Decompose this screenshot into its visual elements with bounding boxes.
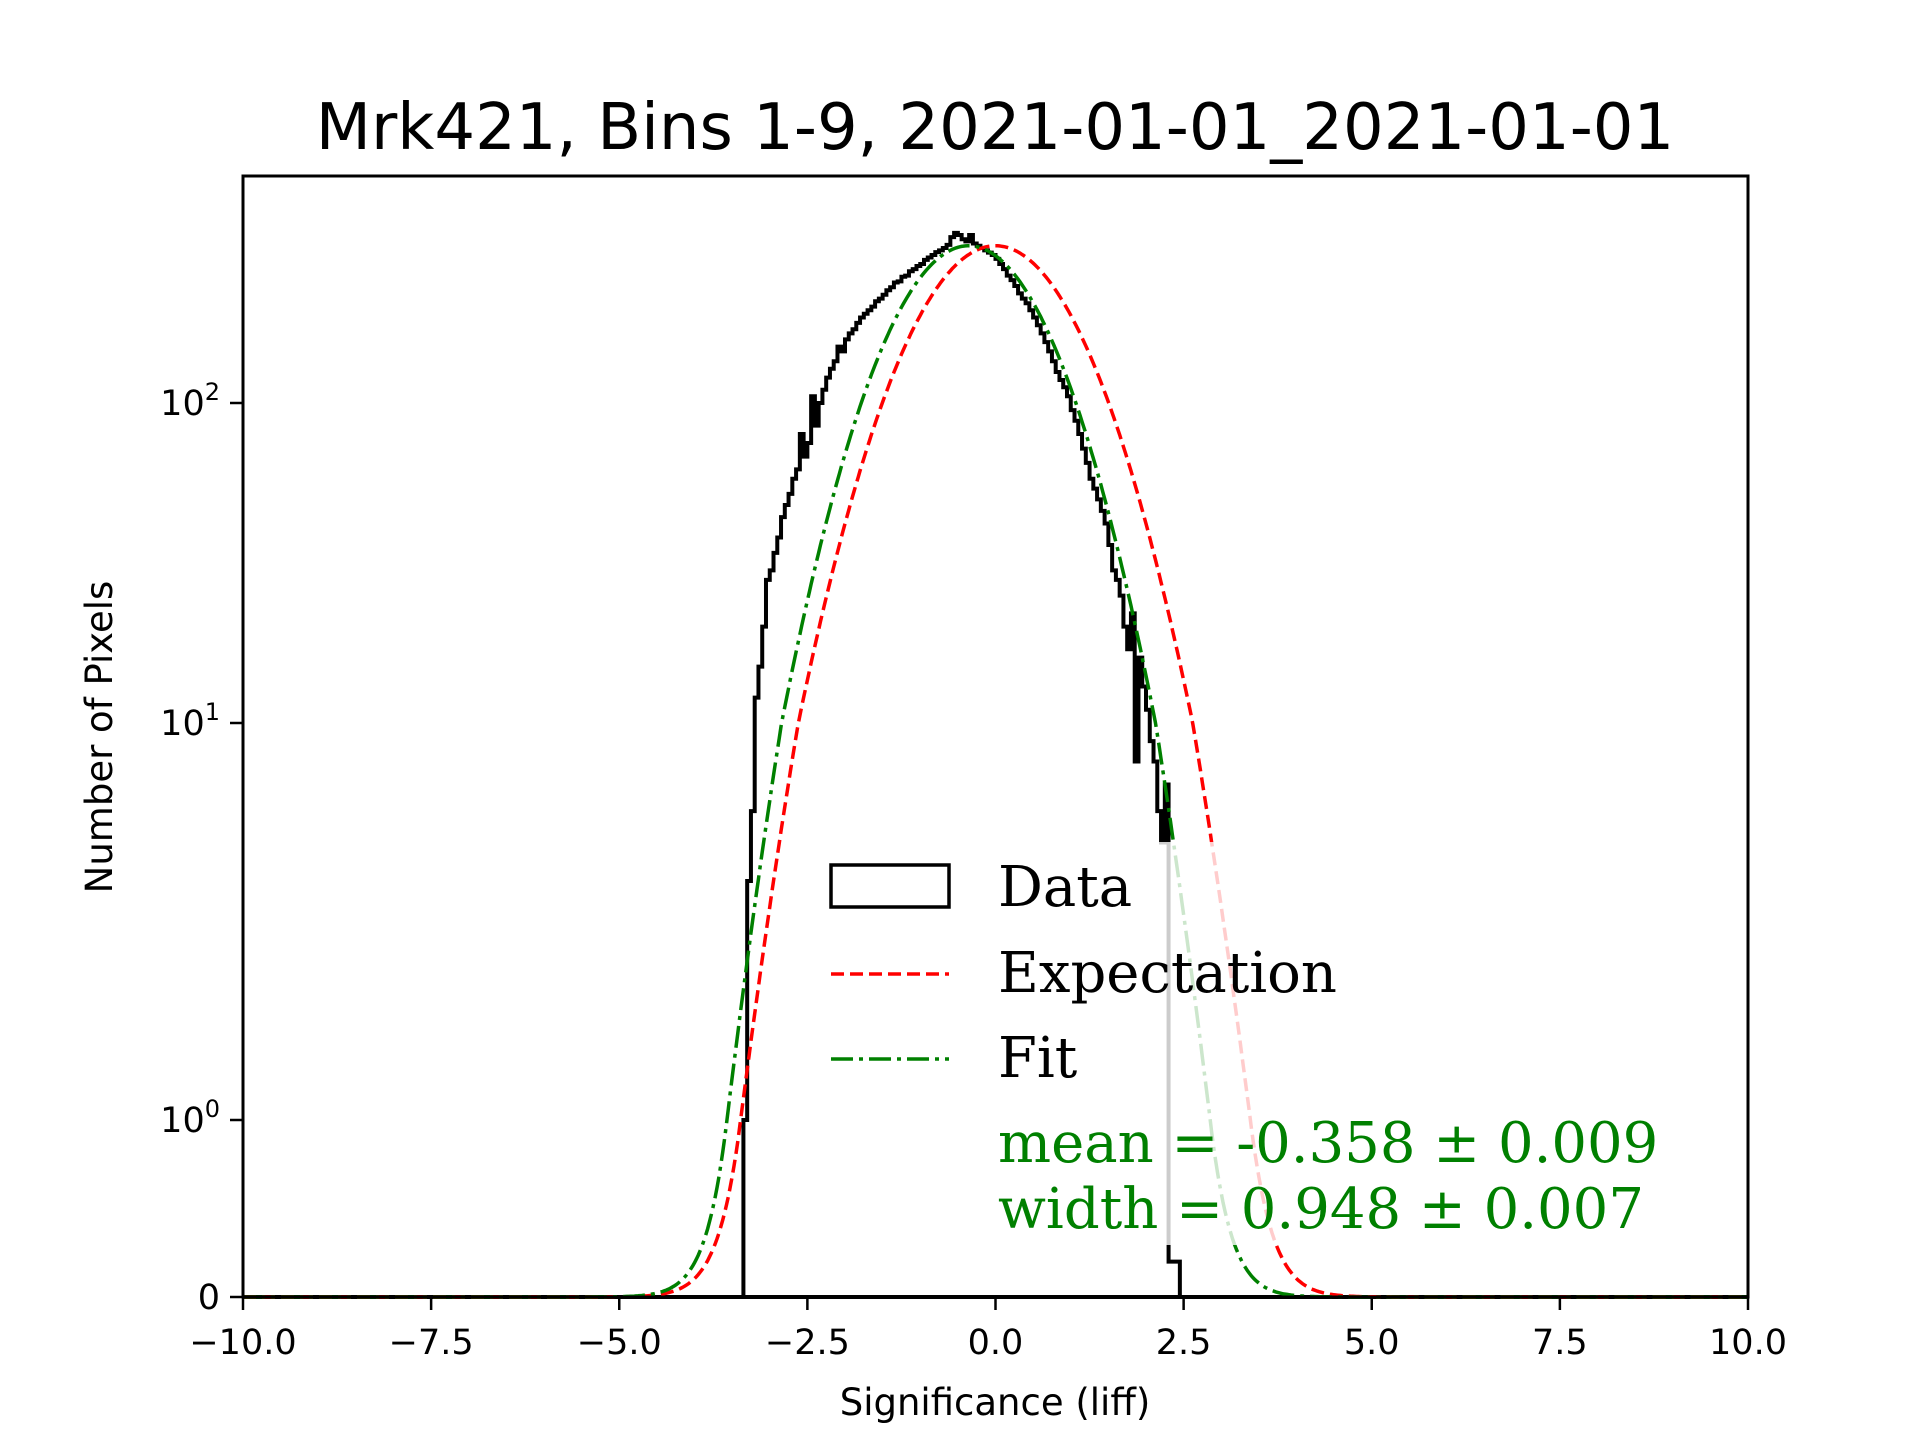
chart-title: Mrk421, Bins 1-9, 2021-01-01_2021-01-01 — [316, 91, 1674, 165]
histogram-bin — [1172, 1262, 1176, 1297]
legend-label-data: Data — [998, 855, 1132, 920]
histogram-bin — [789, 494, 793, 1297]
histogram-bin — [800, 434, 804, 1297]
histogram-bin — [770, 570, 774, 1297]
histogram-bin — [774, 553, 778, 1297]
histogram-bin — [1169, 1262, 1173, 1297]
histogram-bin — [807, 443, 811, 1297]
x-tick-label: −5.0 — [577, 1323, 662, 1363]
legend-data-patch — [829, 863, 951, 909]
legend-background — [811, 842, 1697, 1245]
histogram-bin — [804, 457, 808, 1297]
histogram-bin — [781, 517, 785, 1297]
y-tick-label: 101 — [160, 698, 220, 744]
fit-curve — [243, 244, 1748, 1299]
histogram-bin — [796, 469, 800, 1297]
x-tick-label: −10.0 — [189, 1323, 296, 1363]
histogram-bin — [785, 505, 789, 1297]
y-tick-label: 100 — [160, 1095, 220, 1141]
x-tick-label: 0.0 — [968, 1323, 1024, 1363]
x-tick-label: 5.0 — [1344, 1323, 1400, 1363]
x-tick-label: −7.5 — [389, 1323, 474, 1363]
y-tick-label: 102 — [160, 378, 220, 424]
x-tick-label: 2.5 — [1156, 1323, 1212, 1363]
x-tick-label: 10.0 — [1709, 1323, 1787, 1363]
histogram-bin — [777, 537, 781, 1297]
x-tick-label: 7.5 — [1532, 1323, 1588, 1363]
y-axis-label: Number of Pixels — [78, 581, 121, 894]
fit-width-annotation: width = 0.948 ± 0.007 — [998, 1177, 1644, 1242]
x-axis-label: Significance (liff) — [840, 1381, 1151, 1424]
legend-label-expectation: Expectation — [998, 941, 1337, 1006]
legend-label-fit: Fit — [998, 1026, 1078, 1091]
y-tick-label: 0 — [198, 1278, 220, 1318]
x-tick-label: −2.5 — [765, 1323, 850, 1363]
fit-mean-annotation: mean = -0.358 ± 0.009 — [998, 1111, 1658, 1176]
histogram-data-step — [741, 230, 1184, 1299]
histogram-bin — [751, 811, 755, 1297]
legend: Data Expectation Fit mean = -0.358 ± 0.0… — [811, 842, 1697, 1245]
axis-ticks: −10.0 −7.5 −5.0 −2.5 0.0 2.5 5.0 7.5 10.0 0 100 101… — [160, 378, 1787, 1363]
histogram-bin — [792, 479, 796, 1297]
